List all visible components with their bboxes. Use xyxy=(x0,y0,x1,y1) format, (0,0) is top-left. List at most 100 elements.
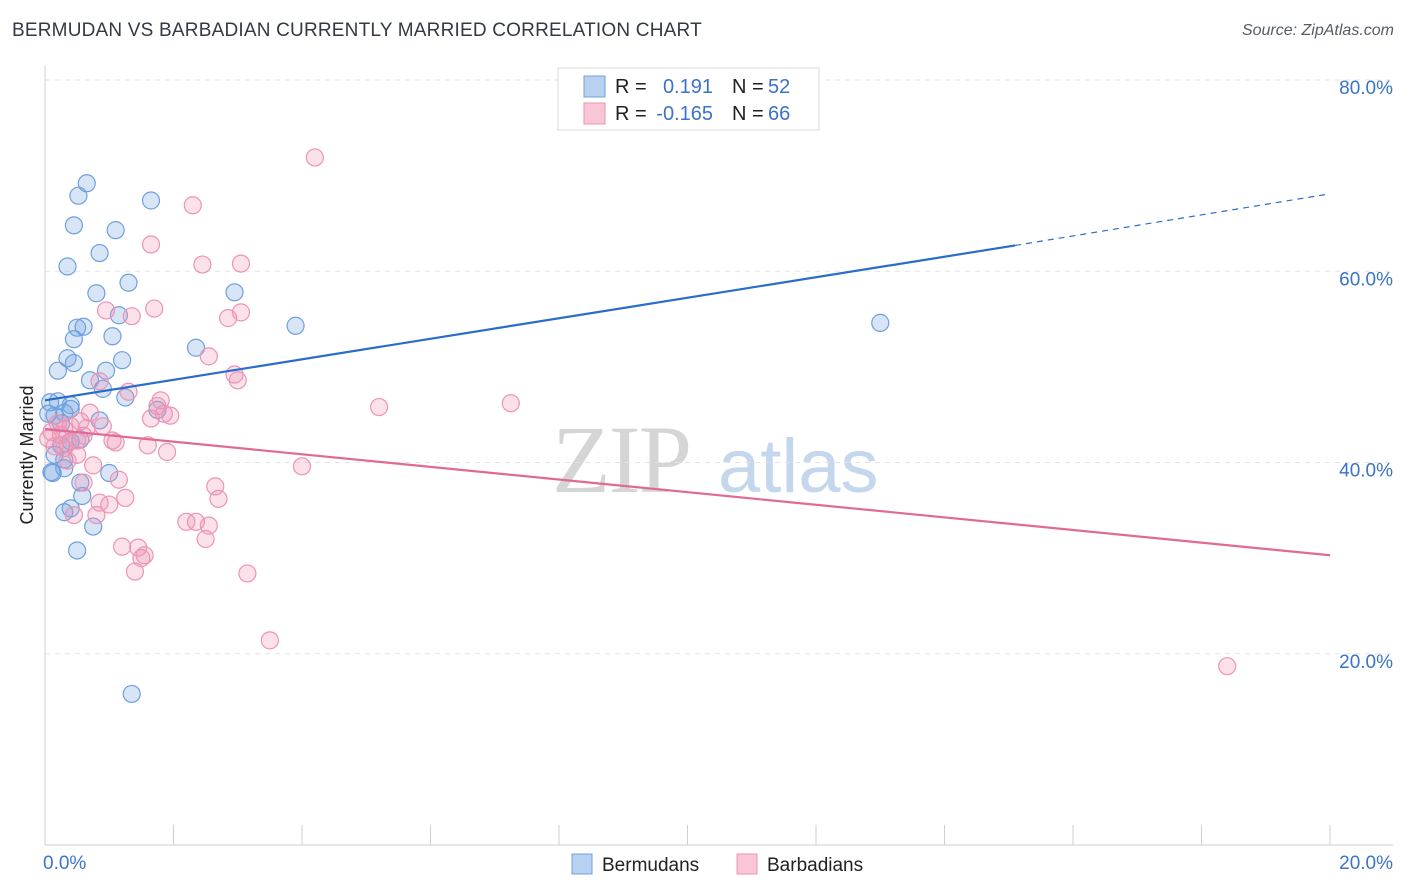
bermudan-point xyxy=(119,273,138,292)
bermudan-point xyxy=(64,353,84,373)
barbadian-point xyxy=(231,303,251,322)
barbadian-point xyxy=(80,403,100,422)
y-tick-label: 60.0% xyxy=(1339,269,1393,290)
bermudan-point xyxy=(84,517,103,536)
barbadian-point xyxy=(135,546,154,565)
barbadian-point xyxy=(106,433,125,452)
bottom-legend-swatch-bermudans xyxy=(571,853,593,875)
trend-layer xyxy=(44,193,1331,557)
bermudan-point xyxy=(103,327,122,346)
legend-r-value-1: 0.191 xyxy=(663,76,713,98)
bermudan-point xyxy=(58,257,77,276)
bermudan-point xyxy=(68,541,87,560)
bermudan-point xyxy=(106,221,125,240)
bermudan-point xyxy=(48,392,67,411)
barbadian-point xyxy=(209,489,228,508)
barbadian-point xyxy=(305,148,324,167)
bermudan-point xyxy=(122,684,141,704)
bermudan-point xyxy=(77,174,96,193)
bermudan-point xyxy=(43,463,62,483)
bermudan-point xyxy=(69,186,88,205)
bermudan-point xyxy=(871,313,890,332)
barbadian-point xyxy=(109,470,128,489)
bottom-legend: Bermudans Barbadians xyxy=(571,853,863,876)
legend-r-label-2: R = xyxy=(615,103,647,125)
bermudan-point xyxy=(286,316,305,335)
barbadian-point xyxy=(116,488,135,507)
axes xyxy=(44,66,1393,846)
barbadian-point xyxy=(199,516,218,535)
trend-line-barbadians xyxy=(44,427,1331,557)
barbadian-point xyxy=(228,371,247,390)
barbadian-point xyxy=(157,442,177,462)
y-tick-label: 80.0% xyxy=(1339,78,1393,99)
bermudan-point xyxy=(68,318,87,337)
bermudan-point xyxy=(112,351,132,370)
barbadian-point xyxy=(112,537,132,556)
barbadian-point xyxy=(161,406,180,425)
watermark: ZIP atlas xyxy=(552,406,879,513)
barbadian-point xyxy=(64,505,84,525)
barbadian-point xyxy=(231,254,251,273)
barbadian-point xyxy=(1218,657,1237,676)
bermudan-point xyxy=(48,361,67,380)
watermark-atlas: atlas xyxy=(718,424,879,509)
legend-swatch-barbadians xyxy=(583,102,606,125)
bermudan-point xyxy=(73,486,92,506)
x-tick-label-min: 0.0% xyxy=(43,853,86,874)
x-tick-label-max: 20.0% xyxy=(1339,853,1393,874)
barbadian-point xyxy=(196,529,215,549)
barbadian-point xyxy=(74,426,93,445)
y-tick-label: 20.0% xyxy=(1339,652,1393,673)
bottom-legend-label-bermudans: Bermudans xyxy=(602,855,699,876)
grid: 20.0% 40.0% 60.0% 80.0% xyxy=(45,78,1393,673)
source-label: Source: ZipAtlas.com xyxy=(1241,22,1394,39)
barbadian-point xyxy=(90,372,109,391)
barbadian-point xyxy=(74,473,93,492)
bottom-legend-swatch-barbadians xyxy=(736,853,758,875)
barbadian-point xyxy=(154,404,173,423)
barbadian-point xyxy=(132,549,151,568)
barbadian-point xyxy=(96,301,116,320)
barbadian-point xyxy=(141,235,161,254)
chart-title: BERMUDAN VS BARBADIAN CURRENTLY MARRIED … xyxy=(12,20,702,41)
bermudan-point xyxy=(116,388,135,407)
points-layer xyxy=(39,148,1237,704)
legend-n-label-2: N = xyxy=(732,103,764,125)
barbadian-point xyxy=(84,456,103,475)
legend-r-value-2: -0.165 xyxy=(656,103,713,125)
bermudan-point xyxy=(225,283,244,302)
bermudan-point xyxy=(80,371,100,390)
bermudan-point xyxy=(87,284,106,303)
barbadian-point xyxy=(238,564,257,583)
trend-line-bermudans xyxy=(44,244,1016,402)
barbadian-point xyxy=(193,255,212,274)
barbadian-point xyxy=(58,434,77,453)
barbadian-point xyxy=(501,394,520,413)
bermudan-point xyxy=(100,463,119,483)
bermudan-point xyxy=(39,404,58,423)
bermudan-point xyxy=(96,361,116,380)
barbadian-point xyxy=(260,631,279,650)
barbadian-point xyxy=(199,347,218,366)
bermudan-point xyxy=(141,191,161,210)
barbadian-point xyxy=(122,307,141,326)
barbadian-point xyxy=(100,495,119,514)
bermudan-point xyxy=(186,338,206,357)
legend-box: R = 0.191 N = 52 R = -0.165 N = 66 xyxy=(557,67,820,131)
legend-n-value-1: 52 xyxy=(768,76,790,98)
barbadian-point xyxy=(370,397,389,417)
watermark-zip: ZIP xyxy=(552,406,690,513)
barbadian-point xyxy=(138,436,157,455)
bottom-legend-label-barbadians: Barbadians xyxy=(767,855,863,876)
bermudan-point xyxy=(64,330,84,349)
bermudan-point xyxy=(90,243,109,263)
y-tick-label: 40.0% xyxy=(1339,461,1393,482)
y-axis-label: Currently Married xyxy=(17,385,37,524)
legend-swatch-bermudans xyxy=(583,75,606,98)
barbadian-point xyxy=(151,391,170,410)
legend-n-label-1: N = xyxy=(732,76,764,98)
barbadian-point xyxy=(145,299,164,318)
trend-line-extension-bermudans xyxy=(1015,193,1331,247)
